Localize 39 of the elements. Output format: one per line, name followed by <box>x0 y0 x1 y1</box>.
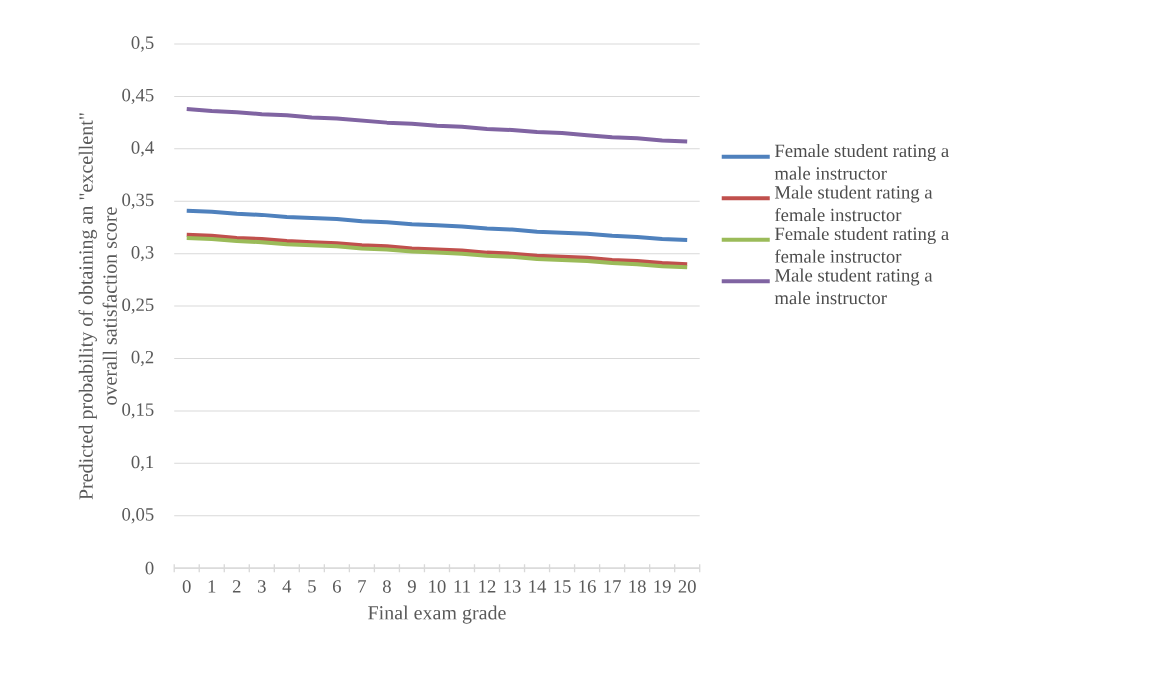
x-tick-label: 14 <box>529 580 547 593</box>
legend-label: Male student rating a female instructor <box>774 185 933 222</box>
y-axis-title: Predicted probability of obtaining an "excellent" overall satisfaction score <box>78 113 117 500</box>
x-tick-label: 15 <box>554 580 571 593</box>
line-series <box>184 208 690 242</box>
x-tick-label: 9 <box>407 580 416 593</box>
x-tick-label: 8 <box>382 580 391 593</box>
y-tick-label: 0 <box>145 561 154 575</box>
y-tick-label: 0,05 <box>122 508 154 524</box>
x-tick-label: 11 <box>454 580 470 593</box>
y-tick-label: 0,3 <box>131 245 154 262</box>
x-tick-label: 1 <box>208 580 216 593</box>
y-tick-label: 0,35 <box>122 193 154 209</box>
x-tick-label: 5 <box>308 580 316 593</box>
y-tick-label: 0,45 <box>122 88 154 104</box>
x-tick-label: 16 <box>579 580 596 593</box>
x-tick-label: 17 <box>604 580 621 593</box>
legend-label: Female student rating a female instructor <box>774 226 949 263</box>
x-tick-label: 19 <box>654 580 671 593</box>
x-tick-label: 2 <box>232 580 241 593</box>
x-axis-title: Final exam grade <box>368 605 506 624</box>
y-tick-label: 0,4 <box>131 141 154 157</box>
x-tick-label: 4 <box>282 580 292 593</box>
y-tick-label: 0,1 <box>131 455 154 471</box>
x-tick-label: 20 <box>678 580 696 593</box>
y-tick-label: 0,25 <box>122 298 154 314</box>
x-tick-label: 10 <box>429 580 446 593</box>
x-tick-label: 13 <box>504 580 521 593</box>
y-tick-label: 0,15 <box>122 403 154 419</box>
y-tick-label: 0,5 <box>131 36 154 52</box>
legend-label: Male student rating a male instructor <box>774 268 933 305</box>
x-tick-label: 3 <box>258 580 266 593</box>
x-tick-label: 7 <box>358 580 367 593</box>
legend-label: Female student rating a male instructor <box>774 143 949 180</box>
y-tick-label: 0,2 <box>131 350 154 367</box>
x-tick-label: 6 <box>332 580 341 593</box>
x-tick-label: 12 <box>479 580 496 593</box>
x-tick-label: 18 <box>629 580 646 593</box>
x-tick-label: 0 <box>182 580 191 593</box>
